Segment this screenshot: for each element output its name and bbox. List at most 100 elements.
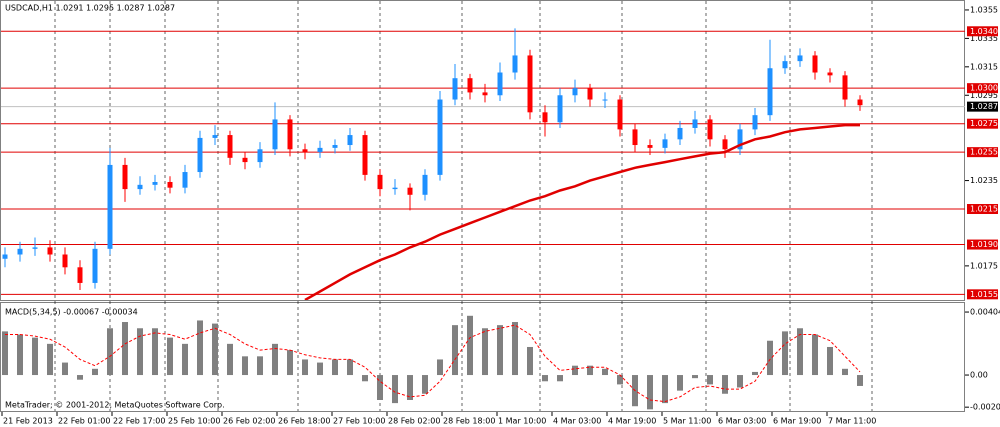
macd-bar <box>392 375 398 404</box>
macd-bar <box>182 343 188 376</box>
macd-bar <box>827 346 833 376</box>
candle-body <box>767 68 773 116</box>
candle-body <box>32 247 38 249</box>
macd-bar <box>767 340 773 376</box>
candle-body <box>782 61 788 69</box>
chart-title: USDCAD,H1 1.0291 1.0295 1.0287 1.0287 <box>5 4 175 13</box>
macd-bar <box>527 346 533 376</box>
candle-body <box>677 127 683 140</box>
candle-body <box>47 247 53 255</box>
level-label: 1.0155 <box>970 290 998 299</box>
candle-body <box>242 157 248 163</box>
candle-body <box>572 88 578 96</box>
candle-body <box>2 254 8 259</box>
candle-body <box>257 149 263 163</box>
macd-bar <box>842 368 848 376</box>
x-tick-label: 6 Mar 03:00 <box>718 417 766 426</box>
candle-body <box>212 135 218 138</box>
candle-body <box>272 119 278 150</box>
x-tick-label: 26 Feb 02:00 <box>223 417 275 426</box>
candle-body <box>722 139 728 150</box>
candle-body <box>137 184 143 190</box>
candle-body <box>497 72 503 96</box>
candle-body <box>707 119 713 140</box>
macd-bar <box>812 334 818 376</box>
current-price-bg <box>967 101 998 112</box>
level-label-bg <box>967 289 998 300</box>
watermark: MetaTrader; © 2001-2012, MetaQuotes Soft… <box>5 401 225 410</box>
candle-body <box>392 187 398 190</box>
macd-bar <box>227 343 233 376</box>
candle-body <box>662 139 668 148</box>
y-tick-label: -0.00206 <box>970 403 1000 412</box>
candle-body <box>62 254 68 268</box>
candle-body <box>797 55 803 62</box>
level-label: 1.0275 <box>970 119 998 128</box>
macd-bar <box>197 320 203 376</box>
level-label: 1.0215 <box>970 205 998 214</box>
current-price-label: 1.0287 <box>970 102 998 111</box>
macd-bar <box>77 375 83 380</box>
macd-bar <box>452 325 458 376</box>
level-label-bg <box>967 26 998 37</box>
macd-bar <box>857 375 863 386</box>
candle-body <box>602 99 608 101</box>
level-label: 1.0300 <box>970 84 998 93</box>
macd-bar <box>302 359 308 376</box>
y-tick-label: 1.0335 <box>970 34 998 43</box>
y-tick-label: 0.00404 <box>970 308 1000 317</box>
candle-body <box>227 135 233 158</box>
x-tick-label: 1 Mar 10:00 <box>498 417 546 426</box>
macd-bar <box>617 375 623 385</box>
x-tick-label: 4 Mar 03:00 <box>553 417 601 426</box>
candle-body <box>377 174 383 190</box>
level-label-bg <box>967 118 998 129</box>
macd-bar <box>257 356 263 376</box>
candle-body <box>752 115 758 130</box>
candle-body <box>287 119 293 150</box>
candle-body <box>542 112 548 123</box>
x-tick-label: 27 Feb 10:00 <box>333 417 385 426</box>
macd-bar <box>707 375 713 385</box>
y-tick-label: 1.0355 <box>970 5 998 14</box>
macd-bar <box>557 375 563 382</box>
price-pane <box>0 0 965 301</box>
macd-bar <box>167 337 173 376</box>
x-tick-label: 26 Feb 18:00 <box>278 417 330 426</box>
candle-body <box>152 181 158 185</box>
x-tick-label: 5 Mar 11:00 <box>663 417 711 426</box>
macd-bar <box>407 375 413 400</box>
macd-bar <box>512 322 518 376</box>
macd-bar <box>362 375 368 382</box>
macd-bar <box>347 359 353 376</box>
level-label: 1.0255 <box>970 148 998 157</box>
x-tick-label: 25 Feb 10:00 <box>168 417 220 426</box>
candle-body <box>812 55 818 73</box>
moving-average <box>304 123 860 300</box>
macd-bar <box>62 362 68 376</box>
y-tick-label: 1.0175 <box>970 261 998 270</box>
macd-bar <box>497 325 503 376</box>
candle-body <box>197 137 203 173</box>
candle-body <box>632 129 638 146</box>
macd-bar <box>107 328 113 376</box>
signal-line <box>5 324 861 403</box>
macd-bar <box>32 337 38 376</box>
y-tick-label: 1.0235 <box>970 176 998 185</box>
candle-body <box>692 119 698 128</box>
macd-bar <box>422 375 428 394</box>
macd-bar <box>137 328 143 376</box>
macd-bar <box>782 331 788 376</box>
macd-pane <box>0 302 965 412</box>
candle-body <box>107 164 113 249</box>
candle-body <box>482 92 488 96</box>
macd-bar <box>47 343 53 376</box>
x-tick-label: 22 Feb 17:00 <box>113 417 165 426</box>
macd-bar <box>677 375 683 391</box>
macd-bar <box>122 322 128 376</box>
separators <box>54 1 873 411</box>
candle-body <box>617 99 623 130</box>
y-tick-label: 0.00 <box>970 371 988 380</box>
macd-bar <box>152 328 158 376</box>
